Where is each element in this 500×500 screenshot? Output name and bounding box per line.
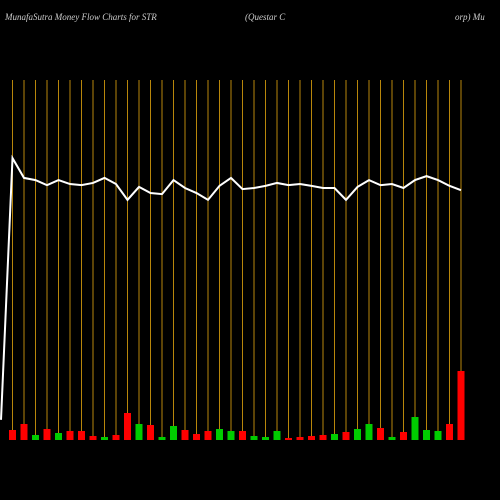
bar xyxy=(101,437,108,440)
bar xyxy=(331,434,338,440)
bar xyxy=(112,435,120,440)
bar xyxy=(204,431,212,440)
bar xyxy=(273,431,281,440)
bar xyxy=(147,425,154,440)
bar xyxy=(89,436,97,440)
bar xyxy=(9,430,16,440)
bar xyxy=(308,436,315,440)
bar xyxy=(158,437,166,440)
bar xyxy=(388,437,396,440)
bar xyxy=(78,431,85,440)
bar xyxy=(434,431,442,440)
bar xyxy=(446,424,453,440)
bar xyxy=(262,437,269,440)
bar xyxy=(124,413,131,440)
bar xyxy=(319,435,327,440)
bar xyxy=(377,428,384,440)
bar xyxy=(66,431,74,440)
bar xyxy=(285,438,292,440)
chart-subtitle: orp) Mu xyxy=(455,12,485,22)
chart-title: MunafaSutra Money Flow Charts for STR xyxy=(4,12,157,22)
bar xyxy=(135,424,143,440)
bar xyxy=(55,433,62,440)
bar xyxy=(423,430,430,440)
bar xyxy=(170,426,177,440)
bar xyxy=(365,424,373,440)
line xyxy=(0,154,462,420)
bar xyxy=(32,435,39,440)
bar xyxy=(296,437,304,440)
bar xyxy=(239,431,246,440)
bar xyxy=(181,430,189,440)
bar xyxy=(250,436,258,440)
bar xyxy=(227,431,235,440)
bar xyxy=(411,417,419,440)
bar xyxy=(457,371,465,440)
bar xyxy=(400,432,407,440)
bar xyxy=(342,432,350,440)
bar xyxy=(354,429,361,440)
bar xyxy=(20,424,28,440)
chart-subtitle: (Questar C xyxy=(245,12,286,22)
bar xyxy=(43,429,51,440)
bar xyxy=(216,429,223,440)
bar xyxy=(193,434,200,440)
